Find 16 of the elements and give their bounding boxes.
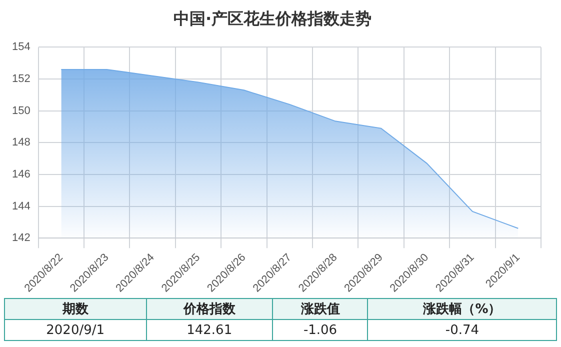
text: 2020/9/1 <box>4 320 146 340</box>
chart-title: 中国·产区花生价格指数走势 <box>173 8 372 28</box>
y-tick-label: 142 <box>12 232 30 244</box>
text: 142.61 <box>146 320 273 340</box>
text: 期数 <box>4 298 146 320</box>
y-tick-label: 144 <box>12 200 30 212</box>
y-tick-label: 146 <box>12 168 30 180</box>
y-tick-label: 148 <box>12 136 30 149</box>
text: 涨跌值 <box>272 298 368 320</box>
y-tick-label: 154 <box>12 41 30 54</box>
text: 价格指数 <box>146 298 273 320</box>
text: -0.74 <box>368 320 556 340</box>
text: -1.06 <box>272 320 368 340</box>
y-tick-label: 150 <box>12 104 30 117</box>
text: 涨跌幅（%） <box>368 298 556 320</box>
y-tick-label: 152 <box>12 73 30 86</box>
